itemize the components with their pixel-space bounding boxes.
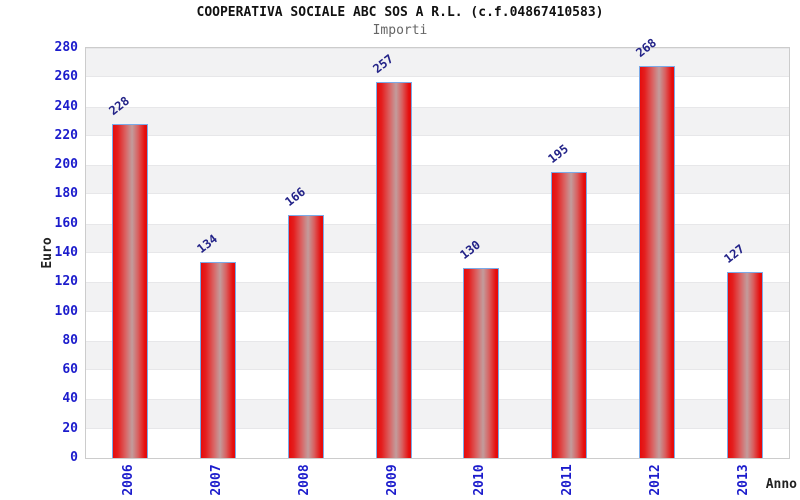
x-tick-label-2007: 2007 (208, 464, 224, 496)
y-axis-title: Euro (40, 237, 55, 269)
x-tick-label-2011: 2011 (560, 464, 576, 496)
chart-subtitle: Importi (372, 23, 428, 38)
y-tick-label: 80 (62, 332, 78, 348)
y-tick-label: 120 (54, 274, 78, 290)
bar-2007 (199, 261, 236, 458)
grid-band (86, 370, 789, 400)
y-tick-label: 200 (54, 157, 78, 173)
bar-2011 (551, 172, 588, 458)
y-tick-label: 160 (54, 215, 78, 231)
chart-title: COOPERATIVA SOCIALE ABC SOS A R.L. (c.f.… (196, 5, 604, 20)
bar-2009 (375, 81, 412, 458)
grid-band (86, 77, 789, 107)
grid-band (86, 399, 789, 429)
grid-band (86, 340, 789, 371)
y-tick-label: 280 (54, 40, 78, 55)
y-tick-label: 0 (70, 450, 78, 465)
grid-band (86, 428, 789, 458)
plot-area (85, 47, 790, 459)
y-tick-label: 60 (62, 362, 78, 378)
bar-2008 (287, 214, 324, 458)
x-tick-label-2013: 2013 (736, 464, 752, 496)
x-tick-label-2010: 2010 (472, 464, 488, 496)
grid-band (86, 135, 789, 166)
grid-band (86, 253, 789, 283)
grid-band (86, 165, 789, 195)
bar-2006 (111, 124, 148, 458)
y-tick-label: 100 (54, 303, 78, 319)
y-tick-label: 180 (54, 186, 78, 202)
y-tick-label: 240 (54, 98, 78, 114)
y-tick-label: 260 (54, 69, 78, 85)
bar-2010 (463, 267, 500, 458)
x-axis-title: Anno (765, 477, 797, 492)
grid-band (86, 282, 789, 312)
y-tick-label: 20 (62, 420, 78, 436)
x-tick-label-2006: 2006 (120, 464, 136, 496)
grid-band (86, 106, 789, 136)
x-tick-label-2008: 2008 (296, 464, 312, 496)
bar-2013 (727, 272, 764, 458)
bar-2012 (639, 65, 676, 458)
y-tick-label: 220 (54, 127, 78, 143)
y-tick-label: 40 (62, 391, 78, 407)
grid-band (86, 194, 789, 224)
x-tick-label-2012: 2012 (648, 464, 664, 496)
y-tick-label: 140 (54, 245, 78, 260)
x-tick-label-2009: 2009 (384, 464, 400, 496)
grid-band (86, 48, 789, 78)
grid-band (86, 223, 789, 253)
grid-band (86, 311, 789, 341)
